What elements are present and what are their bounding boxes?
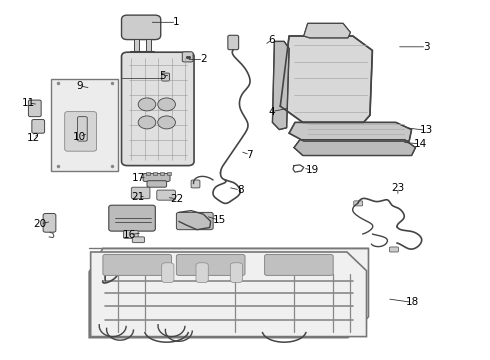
FancyBboxPatch shape xyxy=(131,187,150,199)
FancyBboxPatch shape xyxy=(196,263,208,283)
FancyBboxPatch shape xyxy=(109,205,155,231)
Bar xyxy=(146,172,150,175)
Text: 17: 17 xyxy=(131,173,145,183)
FancyBboxPatch shape xyxy=(123,230,138,238)
Text: 23: 23 xyxy=(391,183,405,193)
Text: 13: 13 xyxy=(419,125,433,135)
Text: 18: 18 xyxy=(406,297,419,307)
Bar xyxy=(167,172,171,175)
Polygon shape xyxy=(89,248,368,338)
FancyBboxPatch shape xyxy=(191,180,200,188)
Polygon shape xyxy=(294,140,416,156)
Text: 1: 1 xyxy=(173,17,180,27)
FancyBboxPatch shape xyxy=(157,190,175,200)
FancyBboxPatch shape xyxy=(32,120,45,133)
Polygon shape xyxy=(289,122,412,141)
FancyBboxPatch shape xyxy=(390,247,398,252)
Text: 7: 7 xyxy=(246,150,253,160)
Text: 6: 6 xyxy=(269,35,275,45)
Circle shape xyxy=(138,116,156,129)
FancyBboxPatch shape xyxy=(28,100,41,117)
Text: 8: 8 xyxy=(237,185,244,195)
FancyBboxPatch shape xyxy=(162,263,174,283)
FancyBboxPatch shape xyxy=(132,237,145,243)
Text: 16: 16 xyxy=(123,230,137,240)
Text: 15: 15 xyxy=(213,215,226,225)
FancyBboxPatch shape xyxy=(147,181,167,187)
Text: 3: 3 xyxy=(423,42,430,52)
FancyBboxPatch shape xyxy=(77,117,87,141)
Circle shape xyxy=(158,116,175,129)
Bar xyxy=(134,39,139,51)
Text: 10: 10 xyxy=(73,132,86,142)
Bar xyxy=(160,172,164,175)
Text: 12: 12 xyxy=(26,132,40,143)
Text: 4: 4 xyxy=(269,107,275,117)
Bar xyxy=(153,172,157,175)
Bar xyxy=(51,79,118,171)
Text: 21: 21 xyxy=(131,192,145,202)
Polygon shape xyxy=(272,41,289,130)
Bar xyxy=(146,39,151,51)
Text: 2: 2 xyxy=(200,54,207,64)
Text: 14: 14 xyxy=(414,139,427,149)
FancyBboxPatch shape xyxy=(265,255,333,275)
FancyBboxPatch shape xyxy=(176,212,213,230)
FancyBboxPatch shape xyxy=(122,15,161,40)
Text: 19: 19 xyxy=(305,165,319,175)
Text: 20: 20 xyxy=(34,219,47,229)
FancyBboxPatch shape xyxy=(182,52,193,62)
Polygon shape xyxy=(91,252,367,337)
FancyBboxPatch shape xyxy=(143,174,170,181)
FancyBboxPatch shape xyxy=(65,112,97,151)
Circle shape xyxy=(158,98,175,111)
FancyBboxPatch shape xyxy=(43,213,56,232)
Polygon shape xyxy=(280,36,372,122)
FancyBboxPatch shape xyxy=(176,255,245,275)
FancyBboxPatch shape xyxy=(103,255,172,275)
FancyBboxPatch shape xyxy=(354,201,363,206)
Text: 9: 9 xyxy=(76,81,83,91)
Text: 5: 5 xyxy=(159,71,166,81)
FancyBboxPatch shape xyxy=(228,35,239,50)
Text: 11: 11 xyxy=(22,98,35,108)
Polygon shape xyxy=(304,23,350,38)
FancyBboxPatch shape xyxy=(162,73,170,81)
FancyBboxPatch shape xyxy=(122,52,194,166)
Circle shape xyxy=(138,98,156,111)
FancyBboxPatch shape xyxy=(230,263,243,283)
Text: 22: 22 xyxy=(170,194,183,204)
